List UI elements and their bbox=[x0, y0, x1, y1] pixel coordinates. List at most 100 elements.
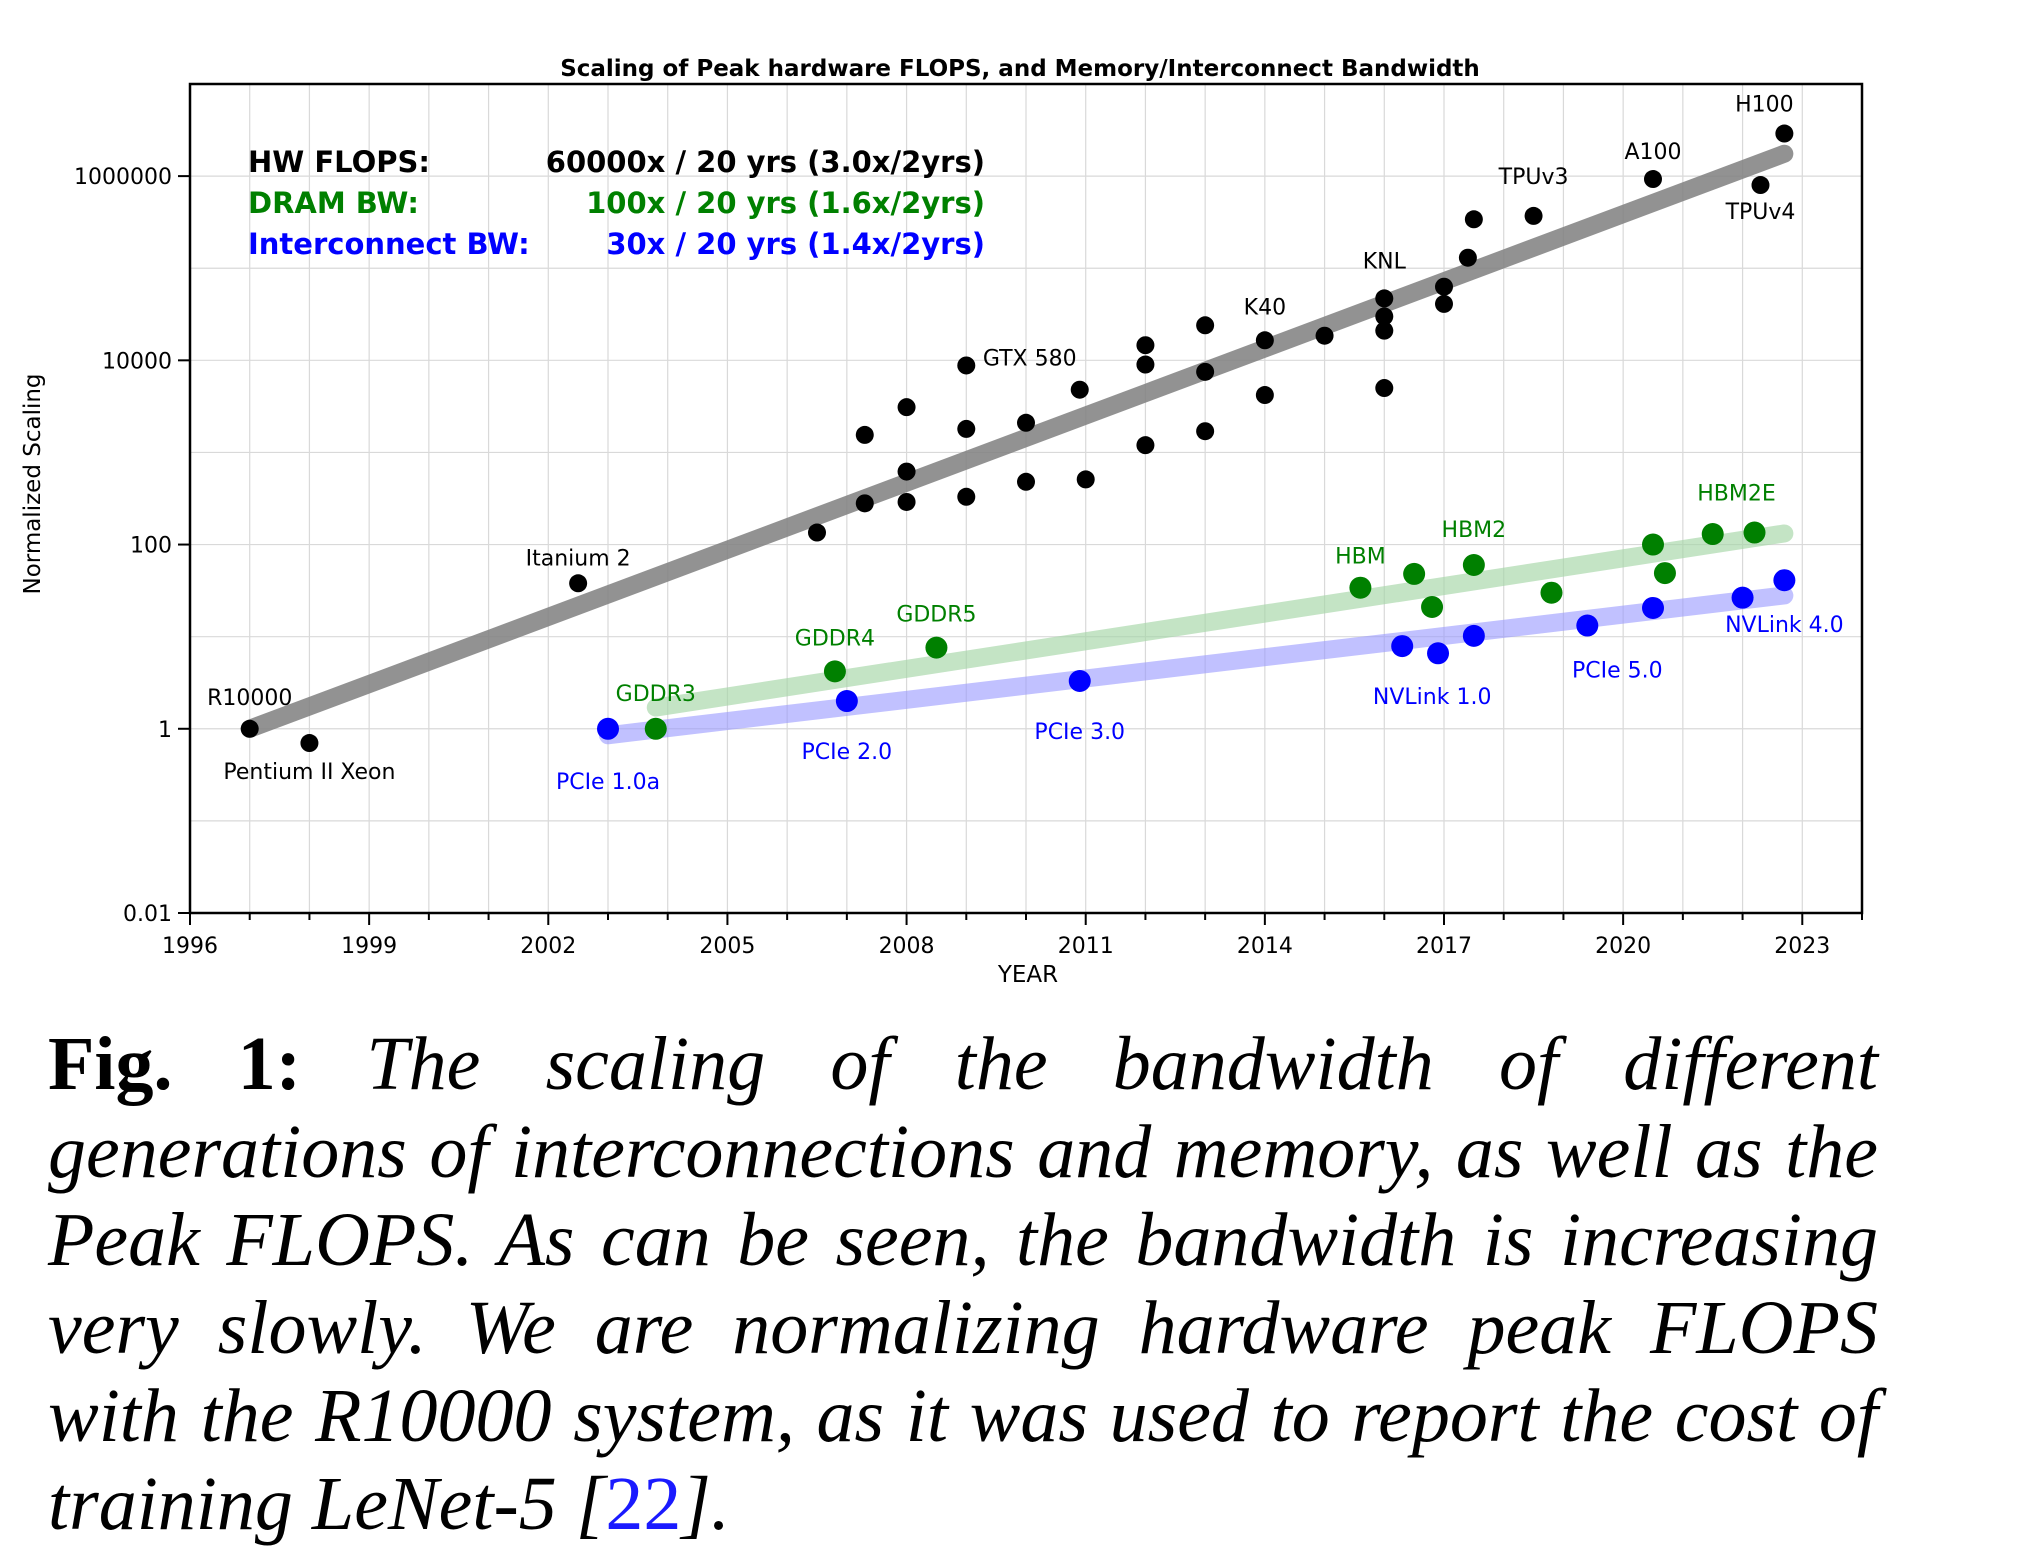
dram-point-label: GDDR4 bbox=[795, 626, 875, 651]
caption-lead: Fig. 1: bbox=[48, 1022, 302, 1106]
y-tick-label: 0.01 bbox=[123, 902, 172, 927]
legend-name: Interconnect BW: bbox=[248, 227, 530, 261]
flops-point bbox=[1315, 326, 1334, 345]
chart: Scaling of Peak hardware FLOPS, and Memo… bbox=[20, 56, 1864, 988]
dram-trend-line bbox=[646, 524, 1794, 717]
data-points bbox=[240, 124, 1796, 753]
flops-point bbox=[1375, 289, 1394, 308]
flops-point-label: Pentium II Xeon bbox=[223, 760, 395, 785]
flops-point-label: TPUv3 bbox=[1498, 165, 1569, 190]
caption-tail: ]. bbox=[681, 1462, 730, 1546]
flops-point bbox=[1435, 277, 1453, 296]
flops-point bbox=[1524, 206, 1543, 225]
x-tick-label: 1996 bbox=[162, 934, 218, 959]
flops-point bbox=[897, 492, 916, 511]
interconnect-point bbox=[835, 690, 858, 713]
x-axis-label: YEAR bbox=[997, 962, 1058, 988]
dram-point bbox=[644, 717, 667, 740]
dram-point bbox=[1403, 562, 1426, 585]
flops-point bbox=[1017, 413, 1035, 432]
flops-point bbox=[1435, 294, 1453, 313]
x-tick-label: 2014 bbox=[1237, 934, 1293, 959]
dram-point bbox=[925, 636, 948, 659]
citation-link[interactable]: 22 bbox=[605, 1462, 682, 1546]
y-tick-label: 1000000 bbox=[74, 165, 172, 190]
dram-point bbox=[1540, 581, 1563, 604]
interconnect-point bbox=[1068, 670, 1091, 693]
flops-point-label: R10000 bbox=[207, 686, 292, 711]
flops-point-label: Itanium 2 bbox=[526, 546, 631, 571]
flops-point bbox=[1255, 331, 1274, 350]
flops-point bbox=[1196, 316, 1215, 335]
flops-point bbox=[240, 719, 259, 738]
flops-point bbox=[1136, 355, 1155, 374]
flops-point bbox=[1136, 436, 1155, 455]
interconnect-point bbox=[1773, 569, 1796, 592]
interconnect-point-label: PCIe 5.0 bbox=[1572, 659, 1663, 684]
interconnect-point-label: NVLink 4.0 bbox=[1725, 613, 1844, 638]
dram-point-label: HBM2 bbox=[1442, 518, 1507, 543]
chart-title: Scaling of Peak hardware FLOPS, and Memo… bbox=[560, 56, 1480, 82]
figure-caption: Fig. 1: The scaling of the bandwidth of … bbox=[48, 1020, 1878, 1548]
flops-point bbox=[1751, 176, 1770, 195]
interconnect-point-label: PCIe 3.0 bbox=[1034, 720, 1125, 745]
flops-point bbox=[1464, 210, 1483, 229]
legend-name: DRAM BW: bbox=[248, 186, 419, 220]
flops-point-label: KNL bbox=[1363, 249, 1407, 274]
y-tick-label: 10000 bbox=[102, 349, 172, 374]
dram-point-label: HBM bbox=[1335, 545, 1386, 570]
flops-point bbox=[1375, 321, 1394, 340]
flops-point bbox=[1017, 472, 1035, 491]
x-tick-label: 1999 bbox=[341, 934, 397, 959]
flops-point bbox=[1196, 422, 1215, 441]
flops-point-label: H100 bbox=[1735, 93, 1794, 118]
dram-point bbox=[1421, 595, 1444, 618]
interconnect-point bbox=[1642, 596, 1664, 619]
legend-value: 60000x / 20 yrs (3.0x/2yrs) bbox=[546, 145, 985, 179]
dram-point-label: GDDR3 bbox=[616, 682, 696, 707]
legend-name: HW FLOPS: bbox=[248, 145, 430, 179]
flops-point bbox=[1375, 379, 1394, 398]
flops-point bbox=[300, 734, 319, 753]
flops-point bbox=[957, 356, 976, 375]
dram-point-label: HBM2E bbox=[1697, 482, 1776, 507]
grid bbox=[189, 83, 1863, 914]
interconnect-point-label: PCIe 2.0 bbox=[802, 740, 893, 765]
x-tick-label: 2005 bbox=[699, 934, 755, 959]
caption-body: The scaling of the bandwidth of differen… bbox=[48, 1022, 1878, 1546]
flops-point bbox=[569, 574, 588, 593]
flops-point bbox=[897, 462, 916, 481]
flops-point bbox=[1070, 380, 1089, 399]
flops-point bbox=[808, 523, 826, 542]
x-tick-label: 2011 bbox=[1058, 934, 1114, 959]
flops-point bbox=[1136, 336, 1155, 355]
x-tick-label: 2008 bbox=[879, 934, 935, 959]
interconnect-point-label: PCIe 1.0a bbox=[556, 770, 660, 795]
flops-point bbox=[855, 425, 874, 444]
flops-point bbox=[1196, 362, 1215, 381]
interconnect-point bbox=[1462, 624, 1485, 647]
legend: HW FLOPS: 60000x / 20 yrs (3.0x/2yrs) DRAM… bbox=[248, 145, 985, 261]
dram-point bbox=[1743, 521, 1766, 544]
flops-point bbox=[1775, 124, 1794, 143]
point-labels: R10000 Pentium II Xeon Itanium 2 GTX 580 K40… bbox=[207, 93, 1844, 795]
y-tick-label: 1 bbox=[158, 718, 172, 743]
legend-value: 100x / 20 yrs (1.6x/2yrs) bbox=[586, 186, 985, 220]
flops-point bbox=[957, 419, 976, 438]
dram-point bbox=[1462, 553, 1485, 576]
flops-point-label: TPUv4 bbox=[1725, 200, 1796, 225]
flops-point bbox=[1255, 386, 1274, 405]
flops-point bbox=[1076, 470, 1095, 489]
dram-point bbox=[1653, 562, 1676, 585]
y-tick-label: 100 bbox=[130, 534, 172, 559]
flops-point-label: GTX 580 bbox=[983, 347, 1077, 372]
flops-point-label: A100 bbox=[1624, 140, 1681, 165]
interconnect-point bbox=[1391, 635, 1414, 658]
dram-point-label: GDDR5 bbox=[896, 603, 976, 628]
legend-value: 30x / 20 yrs (1.4x/2yrs) bbox=[606, 227, 985, 261]
flops-point bbox=[855, 494, 874, 513]
dram-point bbox=[1349, 576, 1372, 599]
flops-point bbox=[1458, 248, 1477, 267]
flops-trend-line bbox=[240, 144, 1794, 738]
interconnect-point bbox=[1427, 642, 1450, 665]
